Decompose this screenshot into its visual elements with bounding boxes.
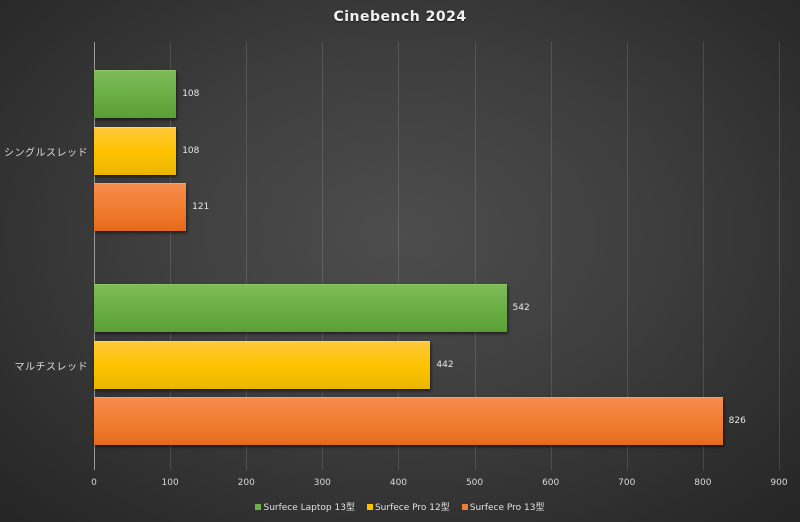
legend-swatch-icon [366, 503, 373, 510]
legend-item: Surfece Laptop 13型 [255, 500, 355, 513]
bar [94, 127, 177, 175]
x-tick-label: 900 [770, 478, 788, 488]
gridline [398, 42, 400, 470]
legend-swatch-icon [255, 503, 262, 510]
gridline [779, 42, 780, 470]
x-tick-label: 400 [389, 478, 408, 488]
chart-title: Cinebench 2024 [333, 9, 467, 25]
legend-item: Surfece Pro 13型 [461, 500, 545, 513]
value-axis-line [94, 42, 95, 470]
legend-label: Surfece Pro 12型 [374, 503, 450, 513]
plot-area: 108 108 121 542 442 826 [94, 42, 780, 470]
x-tick-label: 600 [542, 478, 560, 488]
data-label: 108 [182, 146, 200, 156]
data-label: 542 [512, 303, 530, 313]
gridline [246, 42, 248, 470]
bar [94, 284, 507, 332]
legend-label: Surfece Laptop 13型 [263, 503, 355, 513]
x-tick-label: 700 [618, 478, 636, 488]
x-tick-label: 100 [161, 478, 179, 488]
legend-item: Surfece Pro 12型 [366, 500, 450, 513]
data-label: 108 [182, 89, 200, 99]
bar [94, 397, 723, 445]
data-label: 826 [728, 416, 746, 426]
gridline [322, 42, 324, 470]
bar [94, 341, 431, 389]
gridline [170, 42, 172, 470]
x-tick-label: 300 [313, 478, 331, 488]
category-label: シングルスレッド [4, 148, 88, 159]
gridline [474, 42, 476, 470]
gridline [702, 42, 704, 470]
gridline [626, 42, 628, 470]
legend-swatch-icon [461, 503, 468, 510]
legend: Surfece Laptop 13型 Surfece Pro 12型 Surfece… [0, 500, 800, 513]
bar [94, 183, 187, 231]
x-tick-label: 200 [237, 478, 255, 488]
data-label: 121 [192, 202, 210, 212]
legend-label: Surfece Pro 13型 [469, 503, 545, 513]
x-tick-label: 800 [694, 478, 712, 488]
x-tick-label: 500 [465, 478, 484, 488]
gridline [550, 42, 552, 470]
category-label: マルチスレッド [14, 362, 88, 373]
x-tick-label: 0 [91, 478, 97, 488]
bar [94, 70, 177, 118]
data-label: 442 [436, 360, 454, 370]
